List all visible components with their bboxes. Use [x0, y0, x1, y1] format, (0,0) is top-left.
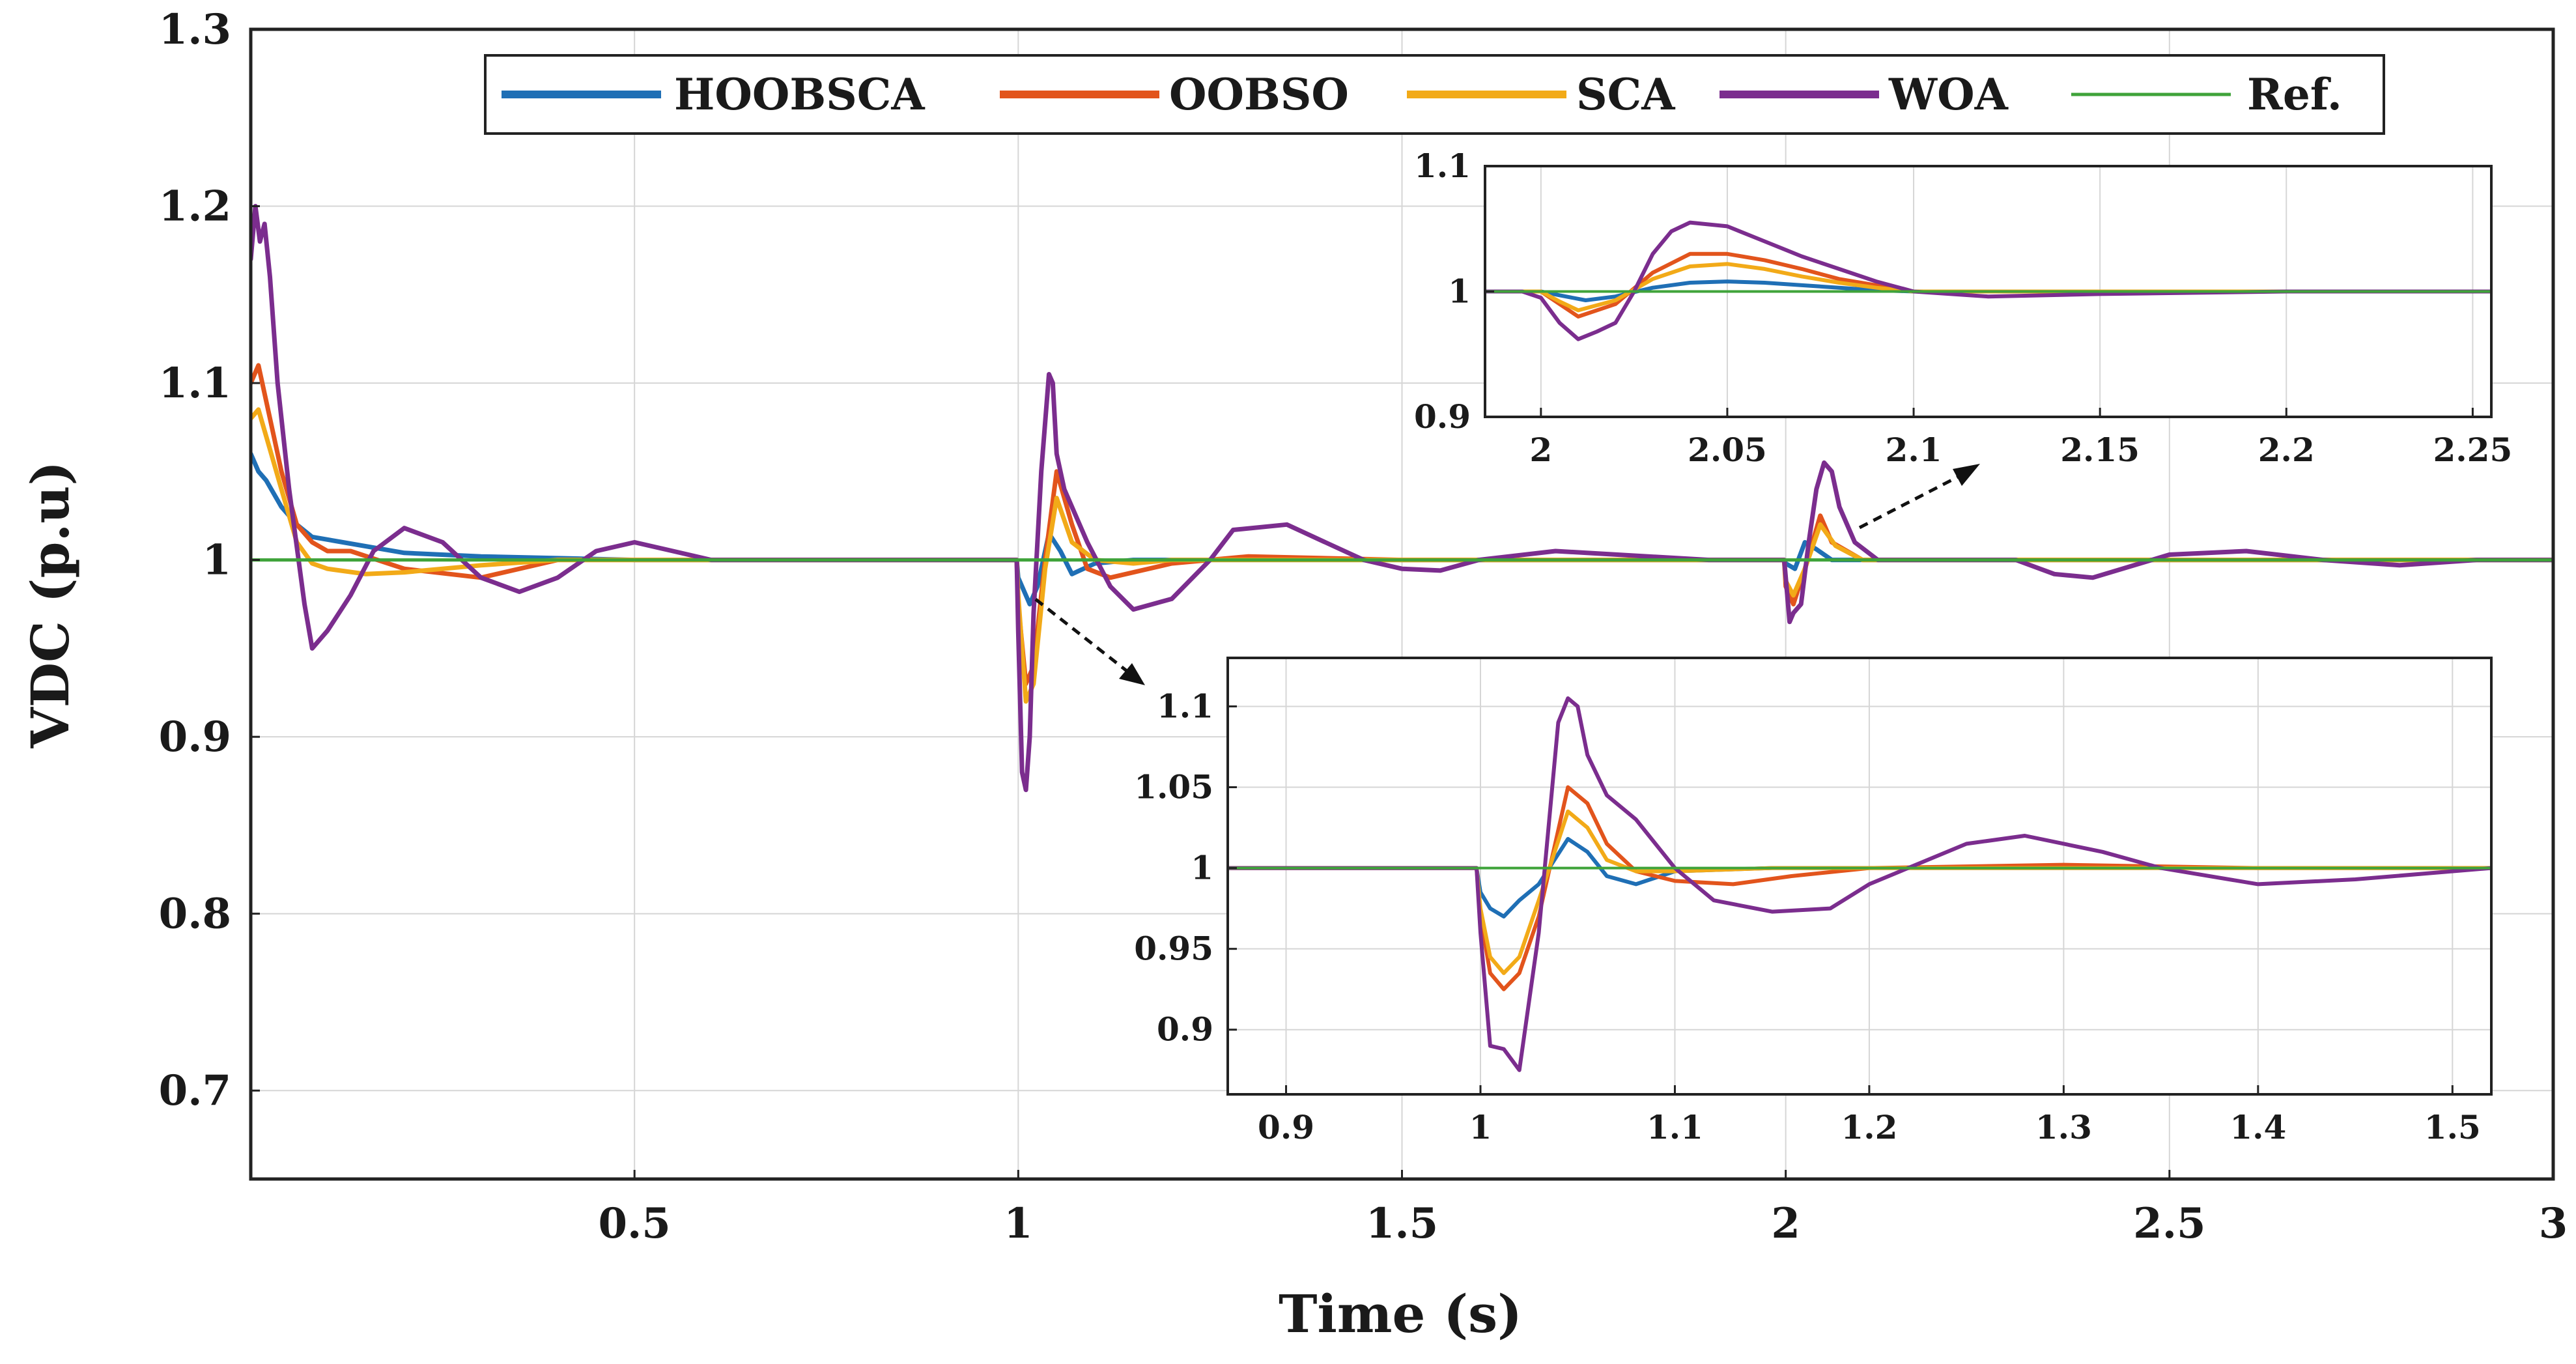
- legend-label-woa: WOA: [1888, 69, 2009, 120]
- legend-entries: HOOBSCA OOBSO SCA WOA Ref.: [502, 69, 2342, 120]
- inset-bottom-ticks: 0.9 1 1.1 1.2 1.3 1.4 1.5 0.9 0.95 1 1.05 1.1: [1134, 687, 2481, 1146]
- inset-bottom-y-tick-label: 1.1: [1157, 687, 1213, 725]
- inset-bottom-frame: [1226, 657, 2493, 1096]
- main-x-tick-label: 2: [1771, 1199, 1800, 1248]
- legend-label-ref: Ref.: [2247, 69, 2342, 120]
- inset-top-plot: 2 2.05 2.1 2.15 2.2 2.25 0.9 1 1.1: [1414, 147, 2512, 469]
- main-ticks: 0.5 1 1.5 2 2.5 3 0.7 0.8 0.9 1 1.1 1.2 1.3: [159, 5, 2568, 1248]
- zoom-arrow-top-head: [1953, 464, 1980, 486]
- inset-top-x-tick-label: 2.25: [2433, 431, 2512, 469]
- inset-top-x-tick-label: 2.05: [1688, 431, 1767, 469]
- legend-label-oobso: OOBSO: [1169, 69, 1349, 120]
- inset-bottom-background: [1228, 658, 2491, 1094]
- legend: HOOBSCA OOBSO SCA WOA Ref.: [484, 54, 2385, 135]
- main-x-tick-label: 3: [2539, 1199, 2568, 1248]
- x-axis-title: Time (s): [1279, 1283, 1522, 1344]
- main-x-tick-label: 2.5: [2133, 1199, 2205, 1248]
- inset-bottom-x-tick-label: 1.3: [2035, 1108, 2092, 1146]
- inset-bottom-x-tick-label: 1.4: [2229, 1108, 2286, 1146]
- inset-bottom-y-tick-label: 0.95: [1134, 930, 1213, 968]
- inset-bottom-series: [1228, 696, 2491, 1072]
- inset-top-x-tick-label: 2.1: [1886, 431, 1942, 469]
- main-x-tick-label: 1: [1004, 1199, 1033, 1248]
- y-axis-title: VDC (p.u): [20, 461, 81, 749]
- inset-top-series: [1485, 220, 2491, 341]
- inset-top-y-tick-label: 1: [1448, 272, 1471, 311]
- legend-label-hoobsca: HOOBSCA: [674, 69, 925, 120]
- inset-bottom-x-tick-label: 0.9: [1258, 1108, 1314, 1146]
- legend-label-sca: SCA: [1576, 69, 1675, 120]
- inset-top-x-tick-label: 2: [1529, 431, 1552, 469]
- inset-bottom-y-tick-label: 0.9: [1157, 1010, 1213, 1049]
- main-series-sca: [251, 407, 2553, 704]
- inset-bottom-y-tick-label: 1: [1191, 849, 1213, 887]
- inset-top-x-tick-label: 2.2: [2258, 431, 2315, 469]
- zoom-arrow-top-line: [1858, 474, 1962, 530]
- main-series-woa: [251, 204, 2553, 793]
- main-y-tick-label: 0.8: [159, 890, 231, 939]
- inset-bottom-x-tick-label: 1.5: [2424, 1108, 2481, 1146]
- inset-bottom-x-tick-label: 1.1: [1647, 1108, 1703, 1146]
- zoom-arrow-bottom-line: [1034, 598, 1128, 672]
- inset-bottom-series-woa: [1228, 696, 2491, 1072]
- zoom-arrows: [1034, 464, 1980, 685]
- inset-bottom-grid: [1228, 658, 2491, 1094]
- main-series: [251, 204, 2553, 793]
- inset-bottom-plot: 0.9 1 1.1 1.2 1.3 1.4 1.5 0.9 0.95 1 1.05 1.1: [1134, 657, 2493, 1146]
- inset-top-y-tick-label: 0.9: [1414, 397, 1471, 436]
- inset-bottom-x-tick-label: 1: [1469, 1108, 1492, 1146]
- zoom-arrow-bottom-head: [1119, 663, 1145, 685]
- main-y-tick-label: 1: [202, 536, 231, 585]
- main-y-tick-label: 0.7: [159, 1066, 231, 1115]
- inset-bottom-y-tick-label: 1.05: [1134, 768, 1213, 806]
- inset-top-ticks: 2 2.05 2.1 2.15 2.2 2.25 0.9 1 1.1: [1414, 147, 2512, 469]
- main-y-tick-label: 1.3: [159, 5, 231, 54]
- main-y-tick-label: 1.1: [159, 359, 231, 408]
- main-y-tick-label: 0.9: [159, 713, 231, 761]
- inset-bottom-x-tick-label: 1.2: [1841, 1108, 1897, 1146]
- inset-top-x-tick-label: 2.15: [2060, 431, 2140, 469]
- inset-top-series-woa: [1485, 220, 2491, 341]
- inset-top-y-tick-label: 1.1: [1414, 147, 1471, 185]
- main-x-tick-label: 0.5: [598, 1199, 670, 1248]
- main-y-tick-label: 1.2: [159, 182, 231, 231]
- main-x-tick-label: 1.5: [1366, 1199, 1438, 1248]
